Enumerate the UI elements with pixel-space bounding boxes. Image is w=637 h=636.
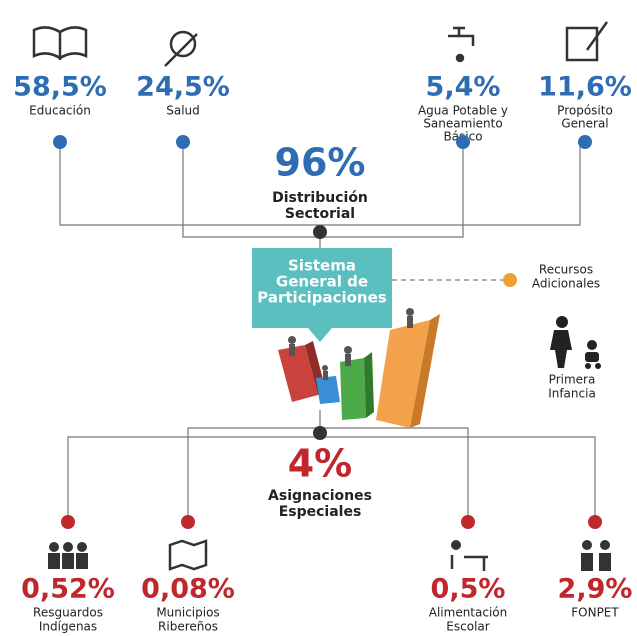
icon [48,542,88,569]
infancy-icon [550,316,601,369]
icon [448,28,473,61]
body [48,553,60,569]
infographic: 58,5%Educación 24,5%Salud 5,4%Agua Potable… [0,0,637,636]
top-dot [456,135,470,149]
nurse-icon [171,32,195,56]
bottom-label-main: Asignaciones [268,488,372,504]
bottom-value: 0,52% [21,574,115,605]
bottom-label: Alimentación [429,606,508,620]
bottom-label: Ribereños [158,620,218,634]
body [62,553,74,569]
bottom-value: 0,08% [141,574,235,605]
top-label-main: Distribución [272,190,368,206]
person [451,540,461,550]
bottom-value: 0,5% [431,574,506,605]
drop [457,55,463,61]
top-value: 58,5% [13,72,107,103]
hub-dot [313,225,327,239]
top-label: Agua Potable y [418,104,508,118]
bottom-label: FONPET [571,606,619,620]
icon [567,22,607,60]
infancy-label: Infancia [548,387,596,401]
bodies [581,553,611,571]
top-label: Saneamiento [423,117,502,131]
icon [170,541,206,569]
top-label: Educación [29,104,91,118]
person [77,542,87,552]
book-icon [34,27,86,60]
top-label: Propósito [557,104,613,118]
icon [581,540,611,571]
bottom-label: Municipios [156,606,219,620]
top-label: General [561,117,608,131]
top-label: Salud [166,104,200,118]
top-label-main: Sectorial [285,206,355,222]
bottom-label-main: Especiales [279,504,362,520]
icon [34,27,86,60]
bottom-dot [61,515,75,529]
top-value: 11,6% [538,72,632,103]
bottom-label: Resguardos [33,606,103,620]
person [63,542,73,552]
body [76,553,88,569]
top-dot [53,135,67,149]
person [49,542,59,552]
bottom-label: Escolar [446,620,489,634]
resources-label: Adicionales [532,277,600,291]
table [452,555,488,571]
resources-label: Recursos [539,263,593,277]
hub-dot [313,426,327,440]
top-value-main: 96% [275,141,366,185]
map-icon [170,541,206,569]
bottom-dot [181,515,195,529]
bottom-label: Indígenas [39,620,97,634]
bottom-dot [461,515,475,529]
resources-dot [503,273,517,287]
top-value: 24,5% [136,72,230,103]
bottom-value-main: 4% [288,442,353,486]
top-dot [578,135,592,149]
elder [582,540,592,550]
tap-icon [448,28,473,46]
icon [165,32,197,66]
elder [600,540,610,550]
top-dot [176,135,190,149]
bottom-value: 2,9% [558,574,633,605]
center-label: Participaciones [257,289,387,307]
icon [451,540,488,571]
bottom-dot [588,515,602,529]
top-value: 5,4% [426,72,501,103]
infancy-label: Primera [549,373,596,387]
